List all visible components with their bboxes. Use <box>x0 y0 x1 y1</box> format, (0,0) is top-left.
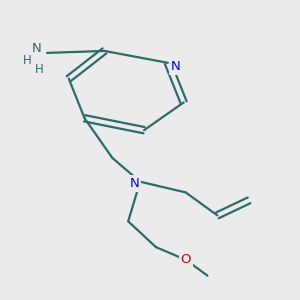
Text: O: O <box>180 253 191 266</box>
Text: H: H <box>23 54 32 67</box>
Text: N: N <box>129 177 139 190</box>
Text: N: N <box>32 42 42 56</box>
Text: N: N <box>171 60 181 73</box>
Text: H: H <box>35 63 44 76</box>
